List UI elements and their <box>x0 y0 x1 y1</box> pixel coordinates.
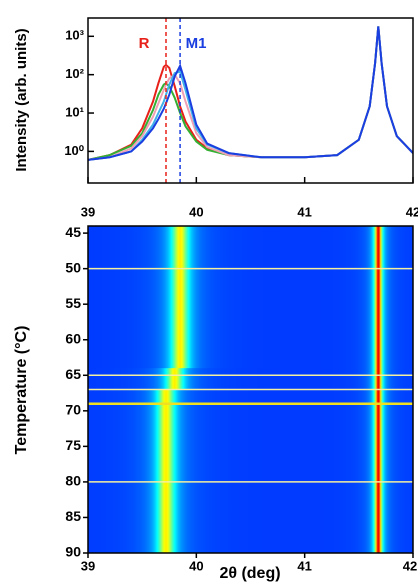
heatmap-row <box>88 382 413 390</box>
heatmap-row <box>88 318 413 327</box>
x-tick-label: 39 <box>81 204 95 219</box>
heatmap-row <box>88 226 413 234</box>
heatmap-row <box>88 261 413 270</box>
series-line <box>88 26 413 161</box>
heatmap-row <box>88 247 413 255</box>
x-axis-title: 2θ (deg) <box>219 565 280 582</box>
heatmap-row <box>88 474 413 483</box>
heatmap-row <box>88 311 413 319</box>
y-tick-label: 80 <box>65 473 81 489</box>
y-tick-label: 65 <box>65 366 81 382</box>
heatmap-row <box>88 460 413 469</box>
x-tick-label: 39 <box>81 558 95 573</box>
y-tick-label: 55 <box>65 295 81 311</box>
heatmap-row <box>88 453 413 462</box>
y-tick-label: 10³ <box>65 28 84 43</box>
heatmap-row <box>88 439 413 447</box>
heatmap-row <box>88 353 413 362</box>
y-axis-title: Temperature (°C) <box>13 326 30 455</box>
heatmap-row <box>88 396 413 405</box>
annotation: R <box>139 35 150 52</box>
y-tick-label: 45 <box>65 224 81 240</box>
heatmap-row <box>88 233 413 241</box>
heatmap-row <box>88 517 413 526</box>
y-tick-label: 85 <box>65 508 81 524</box>
heatmap-row <box>88 268 413 277</box>
heatmap-row <box>88 503 413 511</box>
heatmap-row <box>88 425 413 433</box>
heatmap-row <box>88 545 413 554</box>
x-tick-label: 42 <box>406 204 418 219</box>
heatmap-row <box>88 325 413 334</box>
heatmap-row <box>88 254 413 263</box>
heatmap-row <box>88 524 413 533</box>
heatmap-row <box>88 297 413 305</box>
y-tick-label: 60 <box>65 330 81 346</box>
y-tick-label: 10¹ <box>65 104 84 119</box>
heatmap-row <box>88 368 413 376</box>
heatmap-row <box>88 282 413 291</box>
y-tick-label: 10⁰ <box>64 143 84 158</box>
heatmap-row <box>88 304 413 312</box>
heatmap-row <box>88 410 413 419</box>
heatmap-row <box>88 339 413 348</box>
series-line <box>88 26 413 161</box>
heatmap-row <box>88 403 413 412</box>
y-tick-label: 90 <box>65 544 81 560</box>
x-tick-label: 42 <box>403 558 417 573</box>
heatmap-row <box>88 489 413 497</box>
heatmap-row <box>88 531 413 540</box>
plot-frame <box>87 17 414 184</box>
heatmap-row <box>88 467 413 476</box>
y-tick-label: 75 <box>65 437 81 453</box>
x-tick-label: 40 <box>189 558 203 573</box>
heatmap-row <box>88 275 413 284</box>
heatmap-row <box>88 346 413 355</box>
heatmap-row <box>88 510 413 518</box>
heatmap-row <box>88 417 413 426</box>
heatmap-row <box>88 432 413 440</box>
heatmap-row <box>88 481 413 490</box>
heatmap-row <box>88 289 413 298</box>
plot-frame <box>87 225 414 554</box>
heatmap-row <box>88 332 413 341</box>
heatmap-row <box>88 361 413 369</box>
heatmap-row <box>88 240 413 248</box>
y-tick-label: 10² <box>65 66 84 81</box>
heatmap-row <box>88 496 413 504</box>
y-tick-label: 70 <box>65 402 81 418</box>
x-tick-label: 41 <box>297 204 311 219</box>
x-tick-label: 41 <box>297 558 311 573</box>
heatmap-row <box>88 375 413 383</box>
y-tick-label: 50 <box>65 259 81 275</box>
heatmap-row <box>88 538 413 547</box>
x-tick-label: 40 <box>189 204 203 219</box>
heatmap-row <box>88 446 413 454</box>
y-axis-title: Intensity (arb. units) <box>13 28 30 171</box>
annotation: M1 <box>186 35 207 52</box>
heatmap-row <box>88 389 413 398</box>
